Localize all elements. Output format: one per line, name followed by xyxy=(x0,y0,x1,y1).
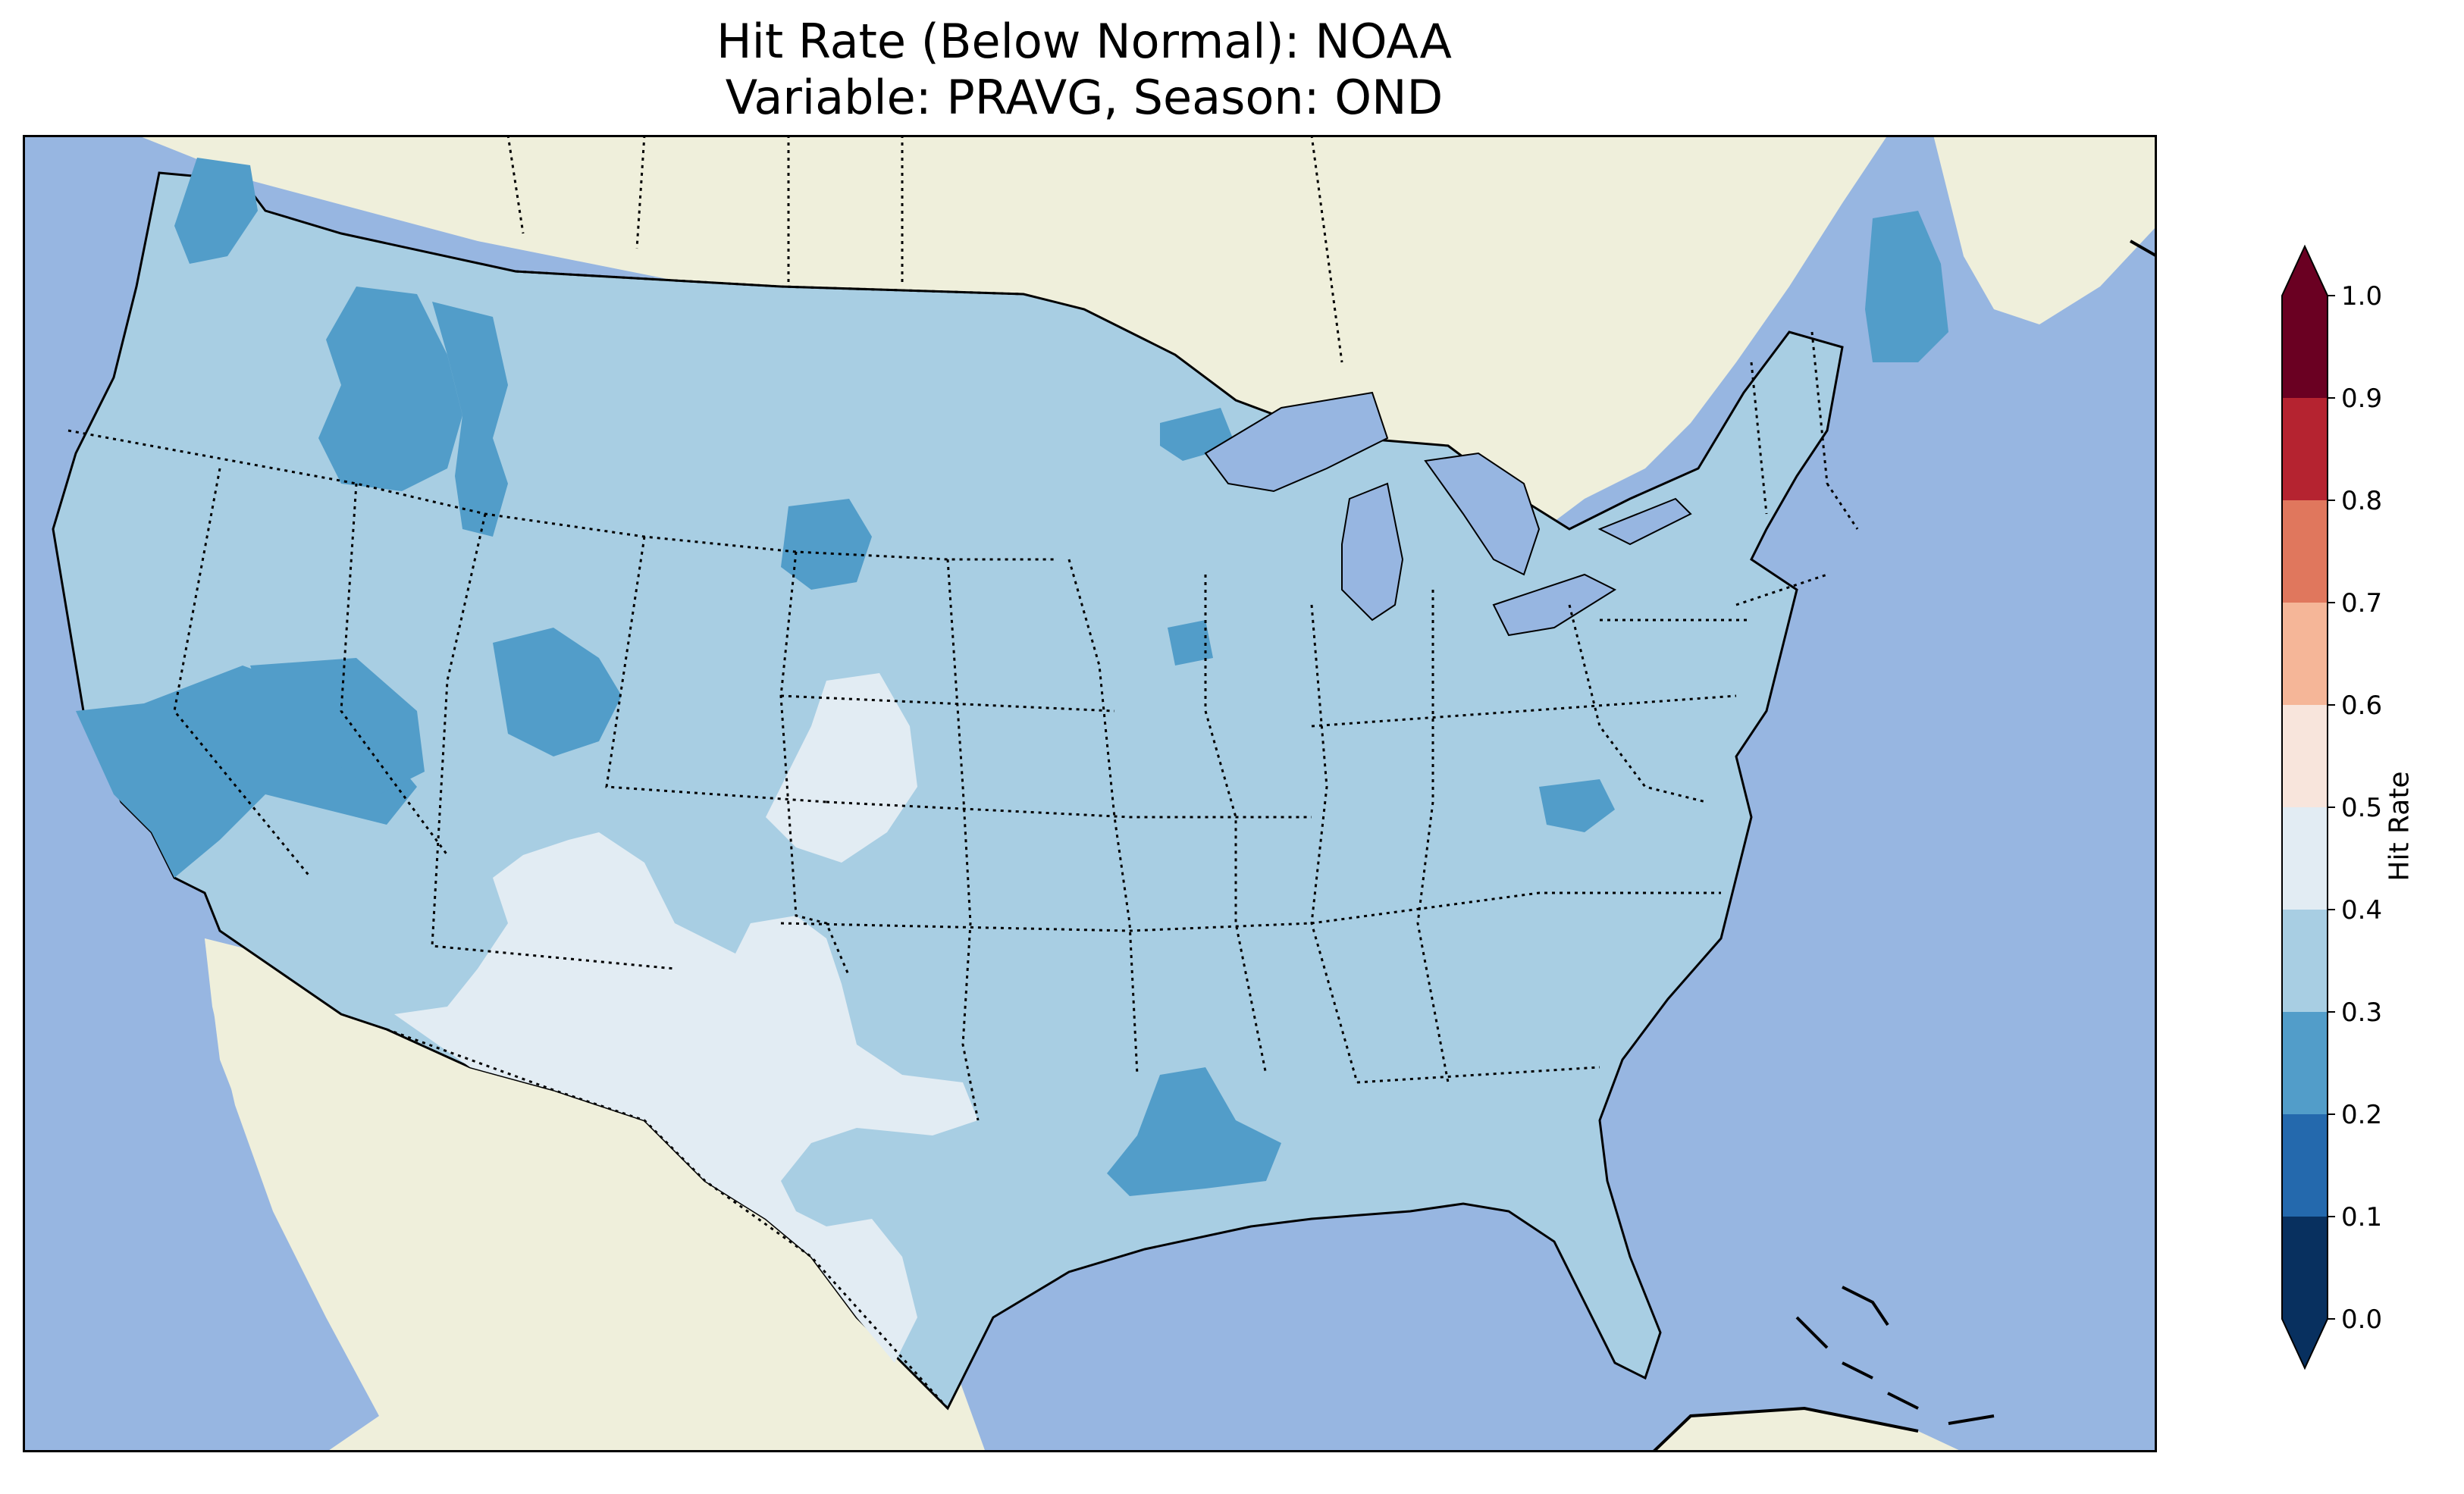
map-title: Hit Rate (Below Normal): NOAA Variable: … xyxy=(0,14,2168,126)
region-north-dakota-band-0.2-0.3 xyxy=(781,499,872,590)
region-washington-band-0.2-0.3 xyxy=(174,158,258,264)
colorbar-tick-label: 0.4 xyxy=(2341,895,2382,926)
region-montana-band-0.2-0.3 xyxy=(432,302,508,537)
colorbar-band xyxy=(2282,500,2328,603)
maritimes-land xyxy=(1933,135,2157,324)
cuba-land xyxy=(1653,1408,1964,1452)
colorbar: 0.0 0.1 0.2 0.3 0.4 0.5 0.6 0.7 0.8 0.9 1.0 xyxy=(2281,244,2382,1370)
hit-rate-map xyxy=(23,135,2157,1452)
colorbar-label: Hit Rate xyxy=(2384,771,2415,882)
great-lakes xyxy=(1204,391,1692,637)
colorbar-extend-min xyxy=(2282,1319,2328,1368)
colorbar-band xyxy=(2282,603,2328,705)
colorbar-tick-label: 0.7 xyxy=(2341,588,2382,619)
title-line-2: Variable: PRAVG, Season: OND xyxy=(725,70,1444,125)
coastline xyxy=(1651,240,2157,1452)
colorbar-band xyxy=(2282,1217,2328,1319)
region-louisiana-band-0.2-0.3 xyxy=(1107,1067,1281,1196)
colorbar-band xyxy=(2282,398,2328,500)
colorbar-tick-label: 1.0 xyxy=(2341,281,2382,312)
colorbar-band xyxy=(2282,1114,2328,1217)
colorbar-tick-label: 0.1 xyxy=(2341,1202,2382,1232)
colorbar-tick-label: 0.0 xyxy=(2341,1305,2382,1335)
colorbar-band xyxy=(2282,807,2328,910)
region-southwest-band-0.4-0.5 xyxy=(394,832,978,1363)
map-frame xyxy=(23,135,2157,1452)
colorbar-band xyxy=(2282,296,2328,398)
state-borders xyxy=(67,331,1859,1121)
region-maine-band-0.2-0.3 xyxy=(1865,211,1948,362)
colorbar-tick-label: 0.9 xyxy=(2341,384,2382,414)
region-west-virginia-band-0.2-0.3 xyxy=(1539,779,1615,832)
colorbar-band xyxy=(2282,1012,2328,1114)
region-iowa-band-0.2-0.3 xyxy=(1168,620,1213,666)
baja-land xyxy=(205,938,417,1416)
colorbar-band xyxy=(2282,705,2328,807)
colorbar-tick-label: 0.8 xyxy=(2341,486,2382,516)
region-nevada-band-0.2-0.3 xyxy=(250,658,425,794)
colorbar-band xyxy=(2282,910,2328,1012)
colorbar-tick-label: 0.5 xyxy=(2341,793,2382,823)
region-utah-band-0.2-0.3 xyxy=(493,628,622,756)
title-line-1: Hit Rate (Below Normal): NOAA xyxy=(716,14,1452,69)
colorbar-tick-label: 0.2 xyxy=(2341,1100,2382,1130)
colorbar-tick-label: 0.6 xyxy=(2341,691,2382,721)
national-borders xyxy=(386,135,1343,1410)
region-idaho-band-0.2-0.3 xyxy=(318,287,462,491)
colorbar-extend-max xyxy=(2282,246,2328,296)
colorbar-tick-label: 0.3 xyxy=(2341,998,2382,1028)
region-eastern-colorado-band-0.4-0.5 xyxy=(766,673,917,863)
